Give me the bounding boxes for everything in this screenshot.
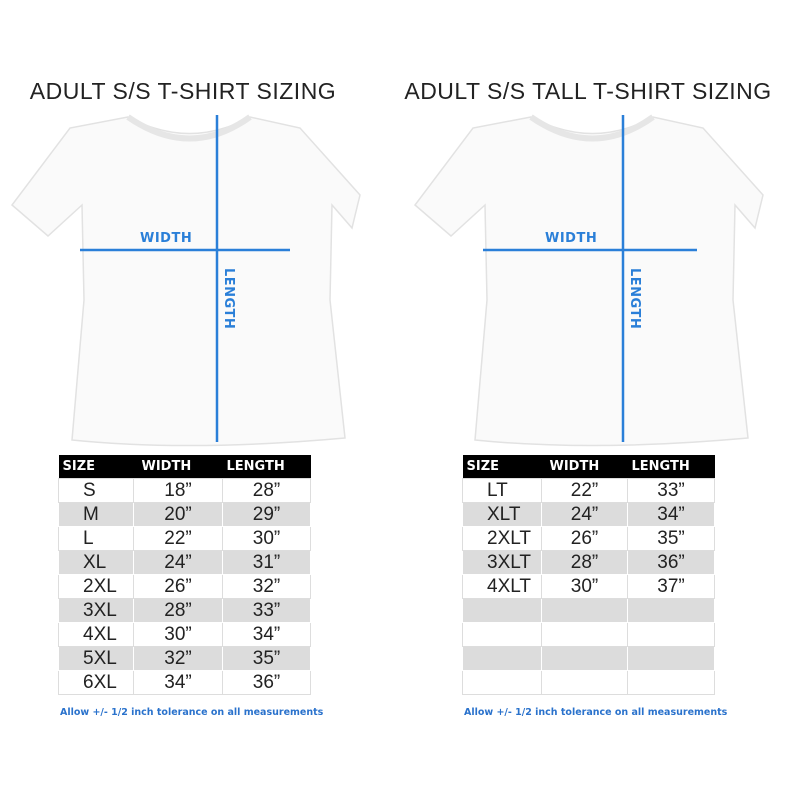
table-cell: 36”	[222, 670, 311, 695]
table-row: XLT 24” 34”	[462, 502, 715, 527]
table-cell	[541, 622, 628, 647]
table-row: 2XLT 26” 35”	[462, 526, 715, 551]
table-row: 5XL 32” 35”	[58, 646, 311, 671]
table-cell: 36”	[627, 550, 715, 575]
table-cell: 26”	[133, 574, 223, 599]
table-cell	[627, 598, 715, 623]
table-cell: 34”	[627, 502, 715, 527]
table-cell	[541, 646, 628, 671]
table-cell: 4XLT	[462, 574, 542, 599]
table-cell: 6XL	[58, 670, 134, 695]
table-cell: 33”	[627, 478, 715, 503]
column-header: WIDTH	[541, 455, 628, 479]
table-cell	[627, 646, 715, 671]
table-cell	[462, 646, 542, 671]
table-cell: S	[58, 478, 134, 503]
table-cell: 30”	[541, 574, 628, 599]
table-cell: 37”	[627, 574, 715, 599]
table-row: LT 22” 33”	[462, 478, 715, 503]
size-table: SIZE WIDTH LENGTH LT 22” 33” XLT 24” 34” 2XLT 26” 3…	[462, 455, 715, 695]
table-row	[462, 598, 715, 623]
table-cell: 31”	[222, 550, 311, 575]
table-cell: 24”	[133, 550, 223, 575]
table-cell: 30”	[133, 622, 223, 647]
tshirt-outline	[10, 116, 361, 447]
table-cell: XL	[58, 550, 134, 575]
table-row: 3XLT 28” 36”	[462, 550, 715, 575]
table-row: 3XL 28” 33”	[58, 598, 311, 623]
tshirt-collar	[126, 114, 252, 142]
table-cell: 34”	[222, 622, 311, 647]
table-cell: 35”	[627, 526, 715, 551]
table-row: 4XLT 30” 37”	[462, 574, 715, 599]
table-cell: 28”	[222, 478, 311, 503]
table-cell: 35”	[222, 646, 311, 671]
table-row: 2XL 26” 32”	[58, 574, 311, 599]
column-header: WIDTH	[133, 455, 223, 479]
table-cell: 28”	[133, 598, 223, 623]
width-label: WIDTH	[545, 231, 598, 246]
table-cell	[462, 670, 542, 695]
table-cell: 28”	[541, 550, 628, 575]
table-row	[462, 646, 715, 671]
table-row: S 18” 28”	[58, 478, 311, 503]
table-cell: 22”	[133, 526, 223, 551]
table-row: XL 24” 31”	[58, 550, 311, 575]
table-cell: 29”	[222, 502, 311, 527]
table-cell	[627, 670, 715, 695]
table-cell: 34”	[133, 670, 223, 695]
table-cell: 3XL	[58, 598, 134, 623]
table-cell: 33”	[222, 598, 311, 623]
table-cell	[541, 598, 628, 623]
table-cell: 5XL	[58, 646, 134, 671]
length-label: LENGTH	[627, 268, 642, 330]
table-cell: 18”	[133, 478, 223, 503]
tshirt-outline	[413, 116, 764, 447]
table-cell: 22”	[541, 478, 628, 503]
column-header: SIZE	[58, 455, 134, 479]
table-row: 6XL 34” 36”	[58, 670, 311, 695]
table-cell: 2XLT	[462, 526, 542, 551]
table-cell: 32”	[222, 574, 311, 599]
column-header: SIZE	[462, 455, 542, 479]
width-label: WIDTH	[140, 231, 193, 246]
column-header: LENGTH	[627, 455, 715, 479]
table-header: SIZE WIDTH LENGTH	[58, 455, 311, 479]
table-cell: M	[58, 502, 134, 527]
table-row	[462, 670, 715, 695]
table-cell	[541, 670, 628, 695]
table-cell: XLT	[462, 502, 542, 527]
table-row: 4XL 30” 34”	[58, 622, 311, 647]
table-cell: 2XL	[58, 574, 134, 599]
table-cell	[462, 598, 542, 623]
section-title: ADULT S/S TALL T-SHIRT SIZING	[404, 78, 772, 104]
table-cell: 24”	[541, 502, 628, 527]
table-cell: L	[58, 526, 134, 551]
table-row	[462, 622, 715, 647]
table-cell: LT	[462, 478, 542, 503]
table-header: SIZE WIDTH LENGTH	[462, 455, 715, 479]
section-title: ADULT S/S T-SHIRT SIZING	[29, 78, 337, 104]
table-cell	[462, 622, 542, 647]
column-header: LENGTH	[222, 455, 311, 479]
tshirt-collar	[529, 114, 655, 142]
tolerance-note: Allow +/- 1/2 inch tolerance on all meas…	[60, 707, 324, 718]
tolerance-note: Allow +/- 1/2 inch tolerance on all meas…	[464, 707, 728, 718]
table-cell	[627, 622, 715, 647]
size-table: SIZE WIDTH LENGTH S 18” 28” M 20” 29” L 22” 30” XL 24…	[58, 455, 311, 695]
table-cell: 26”	[541, 526, 628, 551]
table-cell: 4XL	[58, 622, 134, 647]
table-cell: 3XLT	[462, 550, 542, 575]
